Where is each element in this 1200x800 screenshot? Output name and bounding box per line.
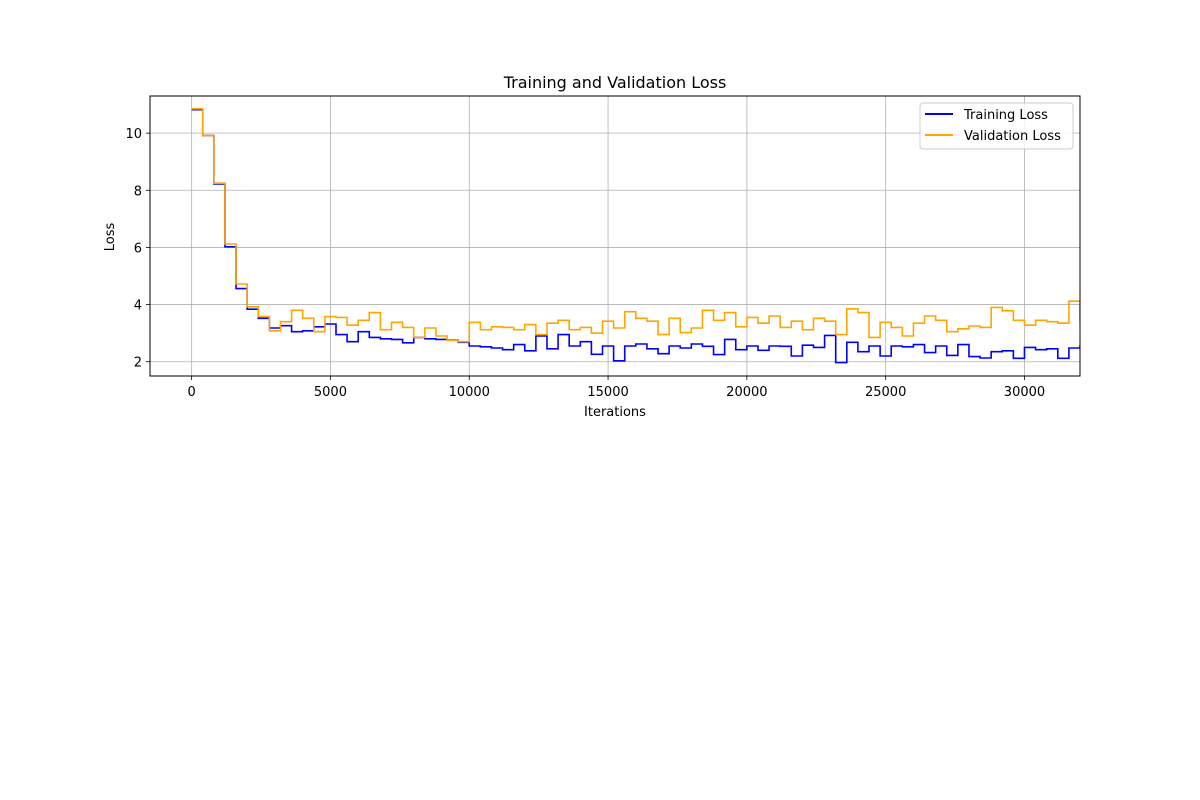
legend-label-training: Training Loss [963, 108, 1048, 123]
x-tick-label: 25000 [865, 385, 906, 400]
y-axis-label: Loss [103, 223, 118, 252]
x-axis-ticks: 0 5000 10000 15000 20000 25000 30000 [188, 376, 1045, 400]
x-tick-label: 0 [188, 385, 196, 400]
x-axis-label: Iterations [584, 405, 646, 420]
chart-title: Training and Validation Loss [503, 73, 727, 92]
y-tick-label: 2 [134, 356, 142, 371]
y-axis-ticks: 2 4 6 8 10 [125, 127, 150, 371]
y-tick-label: 10 [125, 127, 142, 142]
x-tick-label: 30000 [1004, 385, 1045, 400]
x-tick-label: 5000 [314, 385, 347, 400]
y-tick-label: 8 [134, 184, 142, 199]
validation-loss-line [191, 108, 1080, 343]
x-tick-label: 15000 [587, 385, 628, 400]
y-tick-label: 4 [134, 299, 142, 314]
legend: Training Loss Validation Loss [919, 102, 1074, 150]
series-group [191, 108, 1080, 364]
y-tick-label: 6 [134, 241, 142, 256]
plot-frame [149, 95, 1081, 377]
legend-box [919, 102, 1074, 150]
x-tick-label: 10000 [449, 385, 490, 400]
x-tick-label: 20000 [726, 385, 767, 400]
legend-label-validation: Validation Loss [964, 129, 1061, 144]
